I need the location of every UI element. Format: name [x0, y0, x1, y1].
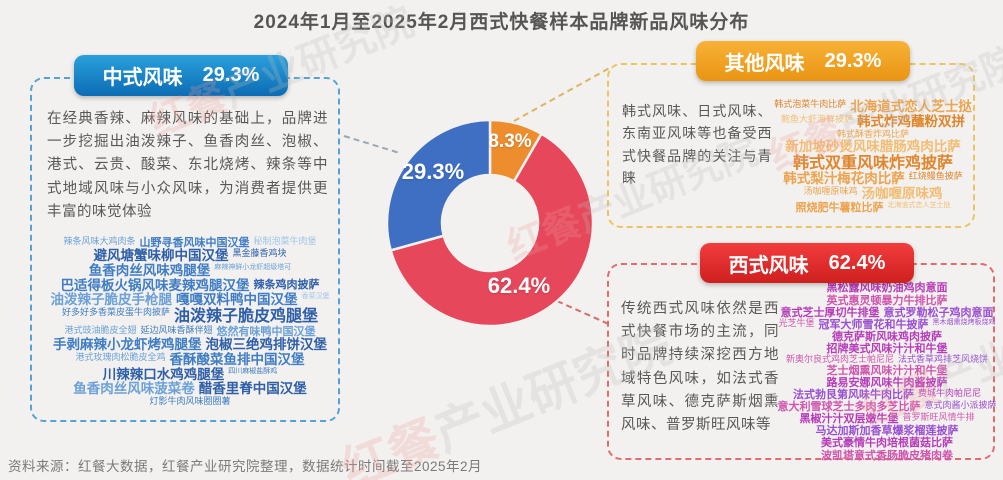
cloud-word: 英式惠灵顿暴力牛排比萨	[826, 294, 948, 307]
cloud-word: 意式罗勒松子鸡肉意面	[883, 306, 994, 319]
badge-chinese-flavor: 中式风味 29.3%	[74, 55, 288, 96]
pie-label-western: 62.4%	[487, 273, 551, 298]
chinese-wordcloud: 辣条风味大鸡肉条 山野寻香风味中国汉堡 秘制泡菜牛肉堡避风塘蟹味柳中国汉堡 黑金藤香鸡…	[42, 224, 338, 420]
cloud-word: 鱼香肉丝风味菠菜卷	[73, 381, 195, 397]
cloud-word: 醋香里脊中国汉堡	[198, 381, 307, 397]
cloud-word: 灯影牛肉风味圈圈薯	[149, 396, 231, 407]
slice-western	[389, 132, 595, 328]
cloud-word: 德克萨斯风味鸡肉披萨	[832, 330, 942, 343]
cloud-word: 港式玫瑰肉松脆皮全鸡	[75, 351, 166, 362]
cloud-word: 韩式炸鸡蘸粉双拼	[857, 113, 965, 129]
cloud-word: 法式勃艮第风味牛肉比萨	[792, 389, 914, 402]
cloud-word: 意式肉酱小派披萨	[924, 400, 997, 411]
cloud-word: 招牌美式风味汁汁和牛堡	[826, 342, 948, 355]
western-description: 传统西式风味依然是西式快餐市场的主流，同时品牌持续深挖西方地域特色风味，如法式香…	[621, 301, 779, 433]
cloud-word: 油泼辣子脆皮手枪腿	[50, 292, 173, 308]
cloud-word: 麻辣神鲜小龙虾超级塔可	[214, 263, 292, 271]
pie-label-chinese: 29.3%	[401, 159, 465, 184]
cloud-word: 油泼辣子脆皮鸡腿堡	[174, 308, 319, 326]
other-description: 韩式风味、日式风味、东南亚风味等也备受西式快餐品牌的关注与青睐	[622, 103, 772, 187]
cloud-word: 红烧鳗鱼披萨	[908, 171, 963, 182]
cloud-word: 延边风味香酥伴翅	[140, 324, 213, 335]
source-note: 资料来源：红餐大数据，红餐产业研究院整理，数据统计时间截至2025年2月	[8, 459, 483, 474]
chinese-description: 在经典香辣、麻辣风味的基础上，品牌进一步挖掘出油泼辣子、鱼香肉丝、泡椒、港式、云…	[47, 111, 328, 220]
pie-label-other: 8.3%	[488, 131, 532, 152]
cloud-word: 香菜汉堡	[301, 293, 330, 301]
cloud-word: 美式豪情牛肉培根菌菇比萨	[821, 437, 953, 450]
cloud-word: 韩式梨汁梅花肉比萨	[783, 171, 905, 187]
other-wordcloud: 韩式泡菜牛肉比萨 北海道式恋人芝士挞 鲍鱼大虾海鲜披萨 韩式炸鸡蘸粉双拼 韩式酥香炸鸡比…	[762, 86, 984, 228]
cloud-word: 黑金藤香鸡块	[232, 247, 287, 258]
cloud-word: 韩式双重风味炸鸡披萨	[792, 154, 953, 172]
cloud-word: 手剥麻辣小龙虾烤鸡腿堡	[53, 336, 202, 352]
cloud-word: 光芝牛堡	[778, 317, 815, 328]
cloud-word: 汤咖喱原味鸡	[803, 185, 858, 196]
cloud-word: 冠军大师雪花和牛披萨	[818, 318, 929, 331]
cloud-word: 意式芝士厚切牛排堡	[780, 306, 880, 319]
cloud-word: 汤咖喱原味鸡	[861, 185, 943, 201]
cloud-word: 黑松露风味奶油鸡肉意面	[826, 282, 948, 295]
badge-western-value: 62.4%	[828, 251, 886, 274]
badge-chinese-label: 中式风味	[102, 67, 183, 89]
badge-western-flavor: 西式风味 62.4%	[700, 243, 914, 283]
badge-other-label: 其他风味	[724, 52, 805, 75]
cloud-word: 韩式酥香炸鸡比萨	[836, 128, 909, 139]
cloud-word: 港式豉油脆皮全翅	[64, 324, 137, 335]
cloud-word: 韩式泡菜牛肉比萨	[774, 99, 847, 110]
western-wordcloud: 黑松露风味奶油鸡肉意面 英式惠灵顿暴力牛排比萨 意式芝士厚切牛排堡 意式罗勒松子鸡肉意…	[775, 282, 999, 461]
cloud-word: 意大利雪球芝士多肉多芝比萨	[777, 401, 921, 414]
cloud-word: 马达加斯加香草爆浆榴莲披萨	[815, 425, 959, 438]
donut-chart	[385, 118, 595, 328]
cloud-word: 秘制泡菜牛肉堡	[253, 235, 317, 246]
page-title: 2024年1月至2025年2月西式快餐样本品牌新品风味分布	[253, 12, 750, 33]
cloud-word: 黑木烟熏烧烤板烧鸡	[932, 318, 996, 326]
cloud-word: 巴适得板火锅风味麦辣鸡腿汉堡	[60, 277, 250, 293]
cloud-word: 新奥尔良式鸡肉芝士帕尼尼	[785, 353, 894, 364]
cloud-word: 北海道式恋人芝士挞	[887, 201, 951, 209]
badge-other-flavor: 其他风味 29.3%	[696, 41, 910, 81]
slice-chinese	[385, 118, 492, 252]
cloud-word: 鱼香肉丝风味鸡腿堡	[88, 262, 211, 278]
cloud-word: 四川麻椒盐酥鸡	[228, 367, 278, 375]
cloud-word: 普罗斯旺风情牛排	[902, 412, 975, 423]
cloud-word: 法式香草鸡排芝风烧饼	[898, 353, 989, 364]
cloud-word: 北海道式恋人芝士挞	[850, 99, 972, 115]
cloud-word: 辣条鸡肉披萨	[253, 278, 320, 291]
cloud-word: 泡椒三绝鸡排饼汉堡	[205, 336, 328, 352]
cloud-word: 路易安娜风味牛肉酱披萨	[826, 376, 948, 389]
badge-other-value: 29.3%	[824, 49, 882, 72]
cloud-word: 川辣辣口水鸡鸡腿堡	[102, 366, 225, 382]
cloud-word: 波凯塔意式香肠脆皮猪肉卷	[821, 449, 953, 462]
badge-chinese-value: 29.3%	[202, 64, 260, 86]
cloud-word: 好多好多香菜皮蛋牛肉披萨	[61, 307, 170, 318]
cloud-word: 鲍鱼大虾海鲜披萨	[780, 113, 853, 124]
cloud-word: 照烧肥牛薯粒比萨	[795, 201, 884, 214]
cloud-word: 香酥酸菜鱼排中国汉堡	[169, 351, 305, 367]
cloud-word: 山野寻香风味中国汉堡	[139, 236, 250, 249]
cloud-word: 费城牛肉帕尼尼	[917, 388, 981, 399]
cloud-word: 辣条风味大鸡肉条	[63, 235, 136, 246]
cloud-word: 避风塘蟹味柳中国汉堡	[93, 247, 229, 263]
cloud-word: 悠然有味鸭中国汉堡	[216, 325, 316, 338]
cloud-word: 芝士烟熏风味汁汁和牛堡	[826, 364, 948, 377]
cloud-word: 新加坡砂煲风味腊肠鸡肉比萨	[785, 138, 961, 154]
cloud-word: 黑椒汁汁双层嫩牛堡	[799, 413, 899, 426]
badge-western-label: 西式风味	[728, 254, 809, 277]
cloud-word: 嘎嘎双料鸭中国汉堡	[176, 292, 298, 308]
